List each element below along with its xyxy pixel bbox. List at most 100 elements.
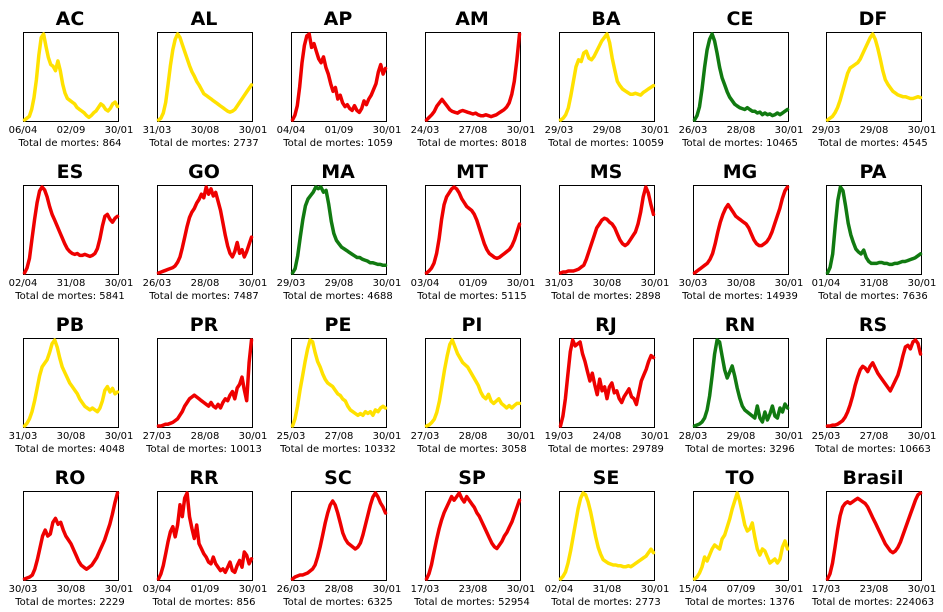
series-line-rj [558, 338, 656, 428]
x-axis-ticks: 04/04 01/09 30/01 [271, 125, 405, 137]
plot-svg [22, 32, 120, 122]
x-tick-label: 29/03 [276, 278, 306, 289]
total-value: 1059 [367, 138, 393, 149]
panel-title: PI [461, 314, 483, 336]
plot-svg [22, 338, 120, 428]
plot-area [424, 185, 522, 275]
plot-frame [157, 185, 253, 275]
plot-svg [290, 32, 388, 122]
total-value: 7636 [902, 291, 928, 302]
plot-frame [425, 338, 521, 428]
x-axis-ticks: 29/03 29/08 30/01 [539, 125, 673, 137]
total-value: 7487 [233, 291, 259, 302]
panel-mg: MG 30/03 30/08 30/01 Total de mortes: 14939 [673, 153, 807, 306]
x-tick-label: 30/01 [238, 431, 268, 442]
x-tick-label: 30/03 [8, 584, 38, 595]
plot-frame [23, 338, 119, 428]
series-line-se [558, 491, 656, 581]
plot-area [558, 491, 656, 581]
plot-frame [559, 185, 655, 275]
x-tick-label: 01/04 [811, 278, 841, 289]
x-tick-label: 30/01 [238, 584, 268, 595]
series-line-rn [692, 338, 790, 428]
x-axis-ticks: 31/03 30/08 30/01 [539, 278, 673, 290]
x-tick-label: 30/01 [640, 584, 670, 595]
x-tick-label: 27/08 [324, 431, 354, 442]
total-value: 10013 [230, 444, 262, 455]
x-tick-label: 17/03 [410, 584, 440, 595]
x-tick-label: 30/01 [506, 125, 536, 136]
x-tick-label: 31/08 [56, 278, 86, 289]
total-prefix: Total de mortes: [417, 138, 502, 149]
total-value: 2229 [99, 597, 125, 608]
x-tick-label: 30/01 [104, 584, 134, 595]
x-tick-label: 30/01 [907, 125, 937, 136]
total-deaths-label: Total de mortes: 4048 [3, 444, 137, 456]
panel-title: RJ [595, 314, 617, 336]
x-tick-label: 01/09 [190, 584, 220, 595]
series-line-pb [22, 338, 120, 428]
x-tick-label: 30/08 [592, 278, 622, 289]
series-line-ce [692, 32, 790, 122]
total-value: 10059 [632, 138, 664, 149]
total-deaths-label: Total de mortes: 224063 [806, 597, 940, 609]
total-prefix: Total de mortes: [414, 597, 499, 608]
x-tick-label: 01/09 [458, 278, 488, 289]
total-deaths-label: Total de mortes: 29789 [539, 444, 673, 456]
x-tick-label: 30/01 [907, 431, 937, 442]
x-axis-ticks: 25/03 27/08 30/01 [271, 431, 405, 443]
plot-frame [425, 491, 521, 581]
panel-rj: RJ 19/03 24/08 30/01 Total de mortes: 29789 [539, 306, 673, 459]
panel-ms: MS 31/03 30/08 30/01 Total de mortes: 2898 [539, 153, 673, 306]
total-value: 864 [102, 138, 122, 149]
plot-area [424, 491, 522, 581]
plot-area [290, 185, 388, 275]
total-value: 2773 [635, 597, 661, 608]
panel-title: AP [323, 8, 353, 30]
panel-title: DF [858, 8, 888, 30]
total-value: 14939 [766, 291, 798, 302]
x-tick-label: 30/01 [640, 125, 670, 136]
panel-rn: RN 28/03 29/08 30/01 Total de mortes: 3296 [673, 306, 807, 459]
series-line-pe [290, 338, 388, 428]
x-tick-label: 30/03 [678, 278, 708, 289]
x-axis-ticks: 27/03 28/08 30/01 [405, 431, 539, 443]
plot-frame [693, 338, 789, 428]
series-line-es [22, 185, 120, 275]
total-deaths-label: Total de mortes: 2898 [539, 291, 673, 303]
x-tick-label: 03/04 [142, 584, 172, 595]
x-tick-label: 30/01 [506, 278, 536, 289]
series-line-pi [424, 338, 522, 428]
plot-svg [156, 338, 254, 428]
panel-ce: CE 26/03 28/08 30/01 Total de mortes: 10465 [673, 0, 807, 153]
total-value: 29789 [632, 444, 664, 455]
plot-svg [825, 32, 923, 122]
plot-svg [825, 491, 923, 581]
x-tick-label: 23/08 [458, 584, 488, 595]
total-value: 2898 [635, 291, 661, 302]
panel-title: MG [722, 161, 758, 183]
panel-title: AM [455, 8, 489, 30]
total-deaths-label: Total de mortes: 4545 [806, 138, 940, 150]
panel-title: GO [188, 161, 220, 183]
plot-area [22, 32, 120, 122]
plot-frame [826, 32, 922, 122]
x-tick-label: 30/08 [56, 431, 86, 442]
plot-area [692, 32, 790, 122]
total-value: 4688 [367, 291, 393, 302]
x-tick-label: 04/04 [276, 125, 306, 136]
x-tick-label: 30/01 [104, 431, 134, 442]
x-axis-ticks: 26/03 28/08 30/01 [271, 584, 405, 596]
x-axis-ticks: 01/04 31/08 30/01 [806, 278, 940, 290]
panel-title: TO [725, 467, 755, 489]
total-prefix: Total de mortes: [15, 291, 100, 302]
total-prefix: Total de mortes: [551, 597, 636, 608]
total-prefix: Total de mortes: [15, 597, 100, 608]
total-value: 4545 [902, 138, 928, 149]
panel-title: PE [324, 314, 352, 336]
x-tick-label: 03/04 [410, 278, 440, 289]
total-deaths-label: Total de mortes: 10059 [539, 138, 673, 150]
plot-area [692, 338, 790, 428]
x-tick-label: 30/01 [238, 125, 268, 136]
panel-title: RO [54, 467, 86, 489]
